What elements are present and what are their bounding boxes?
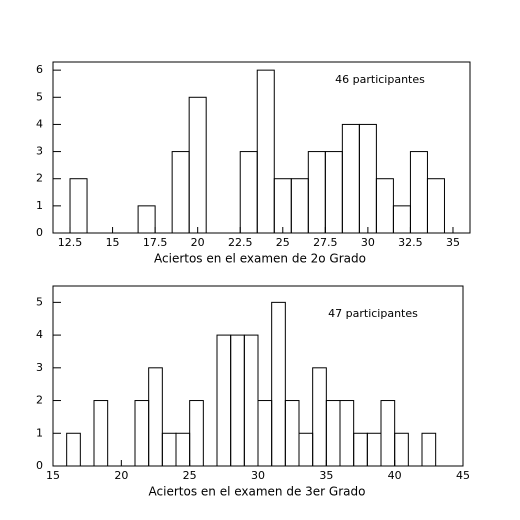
x-tick-label: 40	[388, 469, 402, 482]
x-tick-label: 12.5	[58, 236, 83, 249]
bar	[171, 151, 190, 234]
annotation: 46 participantes	[335, 73, 425, 86]
bar	[93, 400, 109, 467]
y-tick-label: 4	[36, 328, 43, 341]
y-tick-label: 6	[36, 63, 43, 76]
bar	[216, 334, 232, 467]
bar	[161, 432, 177, 467]
bar	[409, 151, 428, 234]
bar	[324, 151, 343, 234]
x-tick-label: 32.5	[398, 236, 423, 249]
x-tick-label: 20	[191, 236, 205, 249]
bar	[366, 432, 382, 467]
bar	[273, 178, 292, 234]
bar	[69, 178, 88, 234]
bar	[394, 432, 409, 467]
bar	[339, 400, 355, 467]
y-tick-label: 4	[36, 117, 43, 130]
bar	[243, 334, 259, 467]
y-tick-label: 2	[36, 172, 43, 185]
x-tick-label: 30	[251, 469, 265, 482]
x-tick-label: 30	[361, 236, 375, 249]
bar	[134, 400, 150, 467]
bar	[426, 178, 445, 234]
bar	[256, 69, 275, 234]
bar	[341, 123, 360, 234]
y-tick-label: 5	[36, 90, 43, 103]
bar	[421, 432, 437, 467]
bar	[375, 178, 394, 234]
x-tick-label: 35	[446, 236, 460, 249]
bar	[307, 151, 326, 234]
bar	[175, 432, 191, 467]
y-tick-label: 1	[36, 426, 43, 439]
bar	[257, 400, 273, 467]
x-tick-label: 17.5	[143, 236, 168, 249]
bar	[312, 367, 327, 467]
bar	[189, 400, 204, 467]
bar	[137, 205, 156, 234]
bar	[284, 400, 300, 467]
x-tick-label: 45	[456, 469, 470, 482]
annotation: 47 participantes	[328, 307, 418, 320]
y-tick-label: 2	[36, 394, 43, 407]
x-tick-label: 20	[114, 469, 128, 482]
x-tick-label: 25	[183, 469, 197, 482]
bar	[230, 334, 245, 467]
y-tick-label: 1	[36, 199, 43, 212]
bar	[66, 432, 81, 467]
x-axis-title: Aciertos en el examen de 2o Grado	[154, 252, 366, 266]
bar	[148, 367, 163, 467]
bar	[298, 432, 314, 467]
x-tick-label: 25	[276, 236, 290, 249]
bar	[271, 301, 286, 467]
x-tick-label: 15	[46, 469, 60, 482]
y-tick-label: 3	[36, 145, 43, 158]
plot-frame	[52, 61, 471, 234]
x-tick-label: 27.5	[313, 236, 338, 249]
y-tick-label: 0	[36, 226, 43, 239]
x-tick-label: 15	[106, 236, 120, 249]
bar	[380, 400, 396, 467]
y-tick-label: 0	[36, 459, 43, 472]
bar	[353, 432, 368, 467]
bar	[392, 205, 411, 234]
y-tick-label: 3	[36, 361, 43, 374]
bar	[358, 123, 377, 234]
x-tick-label: 22.5	[228, 236, 253, 249]
bar	[290, 178, 309, 234]
x-tick-label: 35	[319, 469, 333, 482]
y-tick-label: 5	[36, 295, 43, 308]
bar	[239, 151, 258, 234]
x-axis-title: Aciertos en el examen de 3er Grado	[149, 485, 366, 499]
bar	[325, 400, 341, 467]
bar	[188, 96, 207, 234]
